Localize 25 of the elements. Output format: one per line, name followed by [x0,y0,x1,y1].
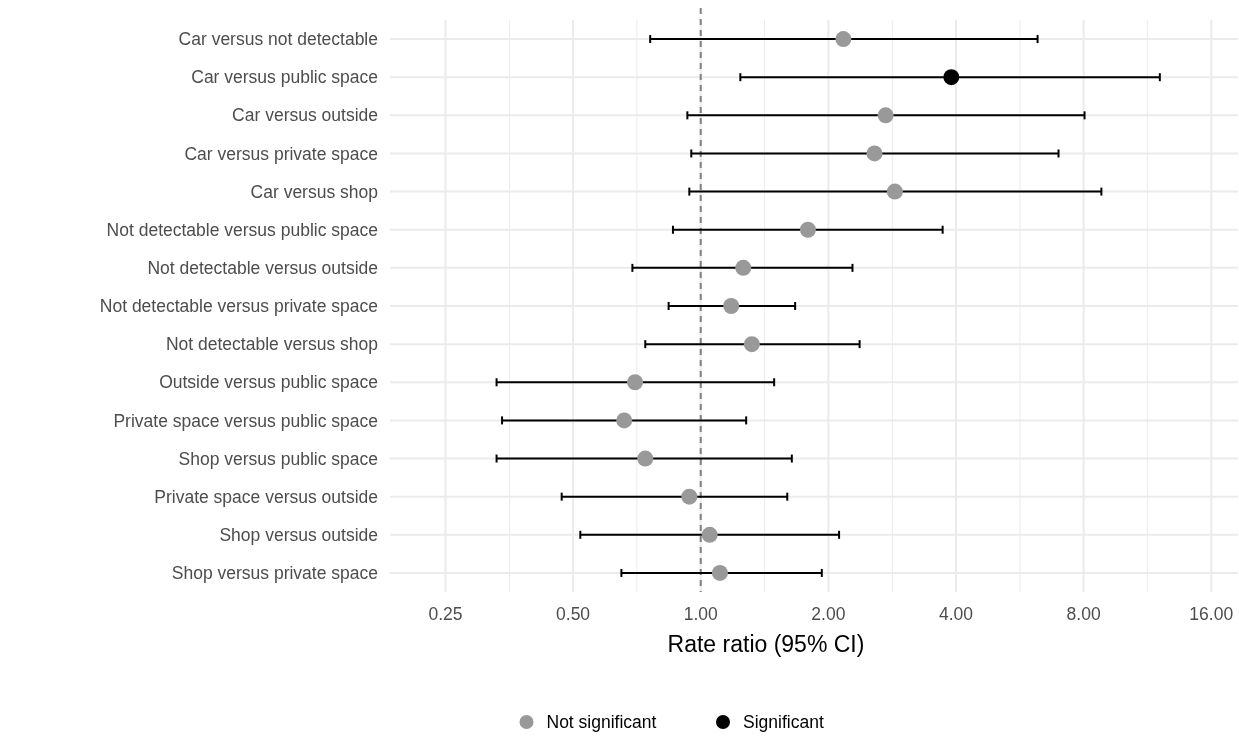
legend-label: Significant [743,712,824,732]
x-tick-label: 1.00 [683,604,719,624]
x-tick-label: 16.00 [1189,604,1234,624]
y-tick-label: Not detectable versus public space [106,219,378,240]
x-tick-label: 0.50 [556,604,591,624]
x-tick-label: 2.00 [811,604,846,624]
x-tick-label: 0.25 [428,604,463,624]
y-tick-label: Not detectable versus shop [165,334,378,355]
x-tick-label: 4.00 [938,604,974,624]
x-tick-label: 8.00 [1066,604,1101,624]
y-tick-label: Car versus outside [232,105,378,126]
y-tick-label: Not detectable versus private space [99,296,378,317]
x-axis-title: Rate ratio (95% CI) [667,631,865,657]
y-tick-label: Car versus shop [250,181,378,202]
y-tick-label: Shop versus public space [178,448,378,469]
y-tick-label: Private space versus outside [154,486,378,507]
legend-label: Not significant [546,712,657,732]
y-tick-label: Shop versus outside [219,524,378,545]
y-tick-label: Car versus not detectable [178,29,378,50]
y-tick-label: Car versus private space [184,143,378,164]
y-tick-label: Private space versus public space [113,410,378,431]
y-tick-label: Shop versus private space [171,563,378,584]
y-tick-label: Car versus public space [191,67,378,88]
y-tick-label: Outside versus public space [159,372,378,393]
y-tick-label: Not detectable versus outside [147,257,378,278]
